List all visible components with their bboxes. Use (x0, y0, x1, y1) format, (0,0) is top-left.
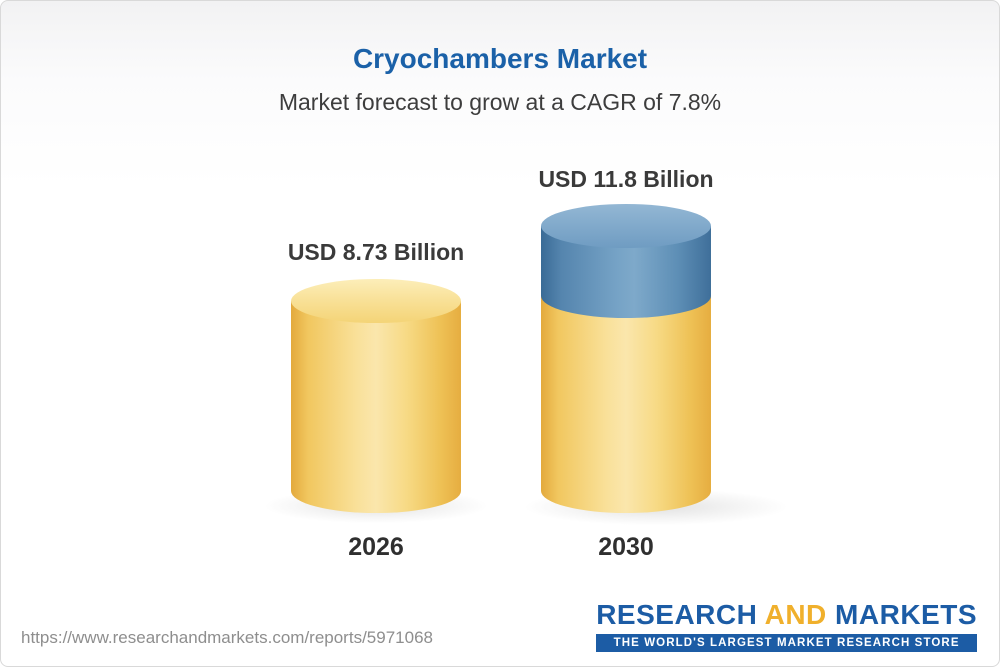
bar-2030-top-cap (541, 204, 711, 248)
chart-title: Cryochambers Market (352, 43, 648, 74)
chart-subtitle: Market forecast to grow at a CAGR of 7.8… (278, 89, 722, 115)
bar-2030-base-segment (541, 296, 711, 513)
bar-2026-body (291, 301, 461, 513)
value-label-2030: USD 11.8 Billion (538, 166, 714, 192)
bar-2026 (291, 279, 461, 513)
x-axis-label-2030: 2030 (598, 533, 654, 561)
logo-word-and: AND (764, 599, 827, 630)
logo-wordmark: RESEARCH AND MARKETS (596, 599, 977, 631)
bar-2030 (541, 204, 711, 513)
bar-2026-top-cap (291, 279, 461, 323)
research-and-markets-logo: RESEARCH AND MARKETS THE WORLD'S LARGEST… (596, 599, 977, 652)
x-axis-label-2026: 2026 (348, 533, 404, 561)
logo-word-research: RESEARCH (596, 599, 758, 630)
report-url-link[interactable]: https://www.researchandmarkets.com/repor… (21, 628, 433, 647)
logo-word-markets: MARKETS (835, 599, 977, 630)
logo-tagline: THE WORLD'S LARGEST MARKET RESEARCH STOR… (596, 634, 977, 652)
value-label-2026: USD 8.73 Billion (287, 239, 465, 265)
